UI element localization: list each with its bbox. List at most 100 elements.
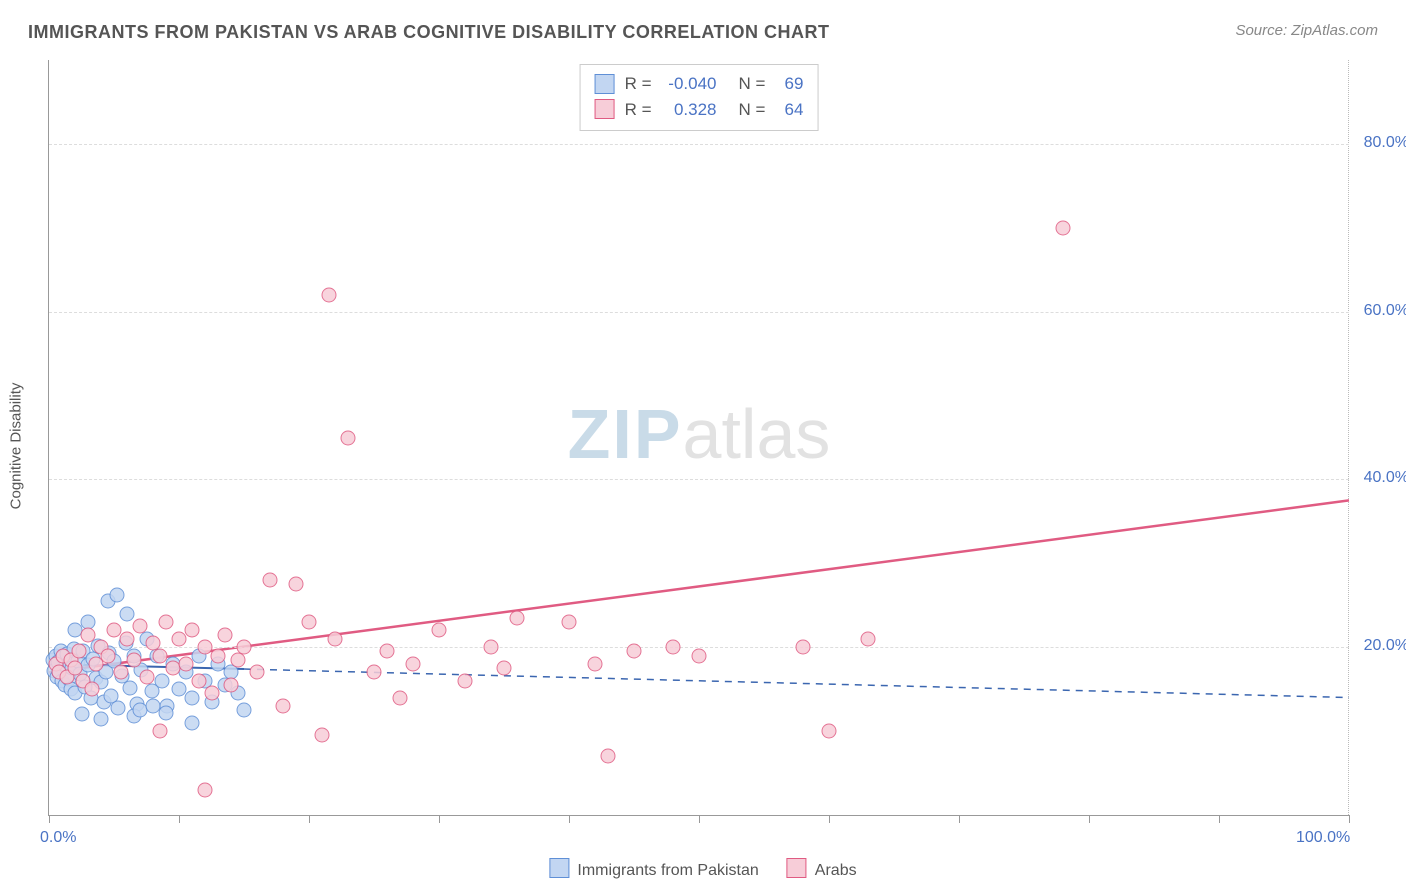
data-point (796, 640, 811, 655)
legend-series-label: Arabs (815, 862, 857, 879)
legend-stats-row: R =0.328N =64 (595, 97, 804, 123)
data-point (139, 669, 154, 684)
x-tick (569, 815, 570, 823)
data-point (81, 627, 96, 642)
data-point (341, 430, 356, 445)
data-point (380, 644, 395, 659)
legend-swatch (787, 858, 807, 878)
data-point (152, 724, 167, 739)
data-point (263, 573, 278, 588)
x-tick-label: 0.0% (40, 829, 76, 847)
data-point (666, 640, 681, 655)
data-point (109, 588, 124, 603)
data-point (113, 665, 128, 680)
data-point (178, 657, 193, 672)
data-point (588, 657, 603, 672)
data-point (71, 644, 86, 659)
x-tick (699, 815, 700, 823)
legend-stats: R =-0.040N =69R =0.328N =64 (580, 64, 819, 131)
legend-n-label: N = (739, 71, 766, 97)
x-tick (49, 815, 50, 823)
source-label: Source: ZipAtlas.com (1235, 22, 1378, 39)
data-point (302, 615, 317, 630)
plot-area: ZIPatlas R =-0.040N =69R =0.328N =64 20.… (48, 60, 1349, 816)
data-point (120, 606, 135, 621)
data-point (627, 644, 642, 659)
legend-stats-row: R =-0.040N =69 (595, 71, 804, 97)
data-point (152, 648, 167, 663)
data-point (432, 623, 447, 638)
data-point (185, 715, 200, 730)
data-point (692, 648, 707, 663)
data-point (198, 782, 213, 797)
x-tick (179, 815, 180, 823)
data-point (94, 711, 109, 726)
data-point (122, 681, 137, 696)
data-point (562, 615, 577, 630)
y-tick-label: 20.0% (1364, 637, 1406, 655)
data-point (510, 610, 525, 625)
data-point (74, 707, 89, 722)
data-point (861, 631, 876, 646)
trend-line-dashed (244, 669, 1349, 698)
y-tick-label: 60.0% (1364, 302, 1406, 320)
legend-series-item: Arabs (787, 858, 857, 880)
data-point (315, 728, 330, 743)
chart-title: IMMIGRANTS FROM PAKISTAN VS ARAB COGNITI… (28, 22, 830, 43)
y-tick-label: 40.0% (1364, 469, 1406, 487)
data-point (120, 631, 135, 646)
gridline (49, 144, 1349, 145)
legend-n-value: 64 (775, 97, 803, 123)
data-point (185, 623, 200, 638)
data-point (367, 665, 382, 680)
data-point (276, 698, 291, 713)
x-tick (309, 815, 310, 823)
legend-series-item: Immigrants from Pakistan (549, 858, 758, 880)
data-point (155, 673, 170, 688)
data-point (1056, 220, 1071, 235)
legend-swatch (595, 74, 615, 94)
gridline (49, 479, 1349, 480)
data-point (289, 577, 304, 592)
data-point (146, 698, 161, 713)
data-point (250, 665, 265, 680)
data-point (393, 690, 408, 705)
legend-n-value: 69 (775, 71, 803, 97)
legend-series-label: Immigrants from Pakistan (577, 862, 758, 879)
x-tick (959, 815, 960, 823)
data-point (458, 673, 473, 688)
data-point (185, 690, 200, 705)
data-point (110, 700, 125, 715)
x-tick (1089, 815, 1090, 823)
legend-series: Immigrants from Pakistan Arabs (549, 858, 856, 880)
x-tick (1349, 815, 1350, 823)
data-point (84, 682, 99, 697)
gridline (49, 312, 1349, 313)
x-tick-label: 100.0% (1296, 829, 1350, 847)
data-point (822, 724, 837, 739)
data-point (237, 703, 252, 718)
data-point (406, 657, 421, 672)
legend-n-label: N = (739, 97, 766, 123)
data-point (191, 673, 206, 688)
data-point (217, 627, 232, 642)
data-point (601, 749, 616, 764)
data-point (484, 640, 499, 655)
legend-swatch (595, 99, 615, 119)
x-tick (1219, 815, 1220, 823)
legend-r-value: -0.040 (662, 71, 717, 97)
data-point (133, 619, 148, 634)
legend-r-label: R = (625, 97, 652, 123)
data-point (159, 705, 174, 720)
y-tick-label: 80.0% (1364, 134, 1406, 152)
data-point (126, 652, 141, 667)
data-point (100, 648, 115, 663)
legend-swatch (549, 858, 569, 878)
data-point (328, 631, 343, 646)
data-point (237, 640, 252, 655)
data-point (497, 661, 512, 676)
y-axis-label: Cognitive Disability (8, 383, 25, 510)
data-point (224, 677, 239, 692)
data-point (159, 615, 174, 630)
x-tick (829, 815, 830, 823)
